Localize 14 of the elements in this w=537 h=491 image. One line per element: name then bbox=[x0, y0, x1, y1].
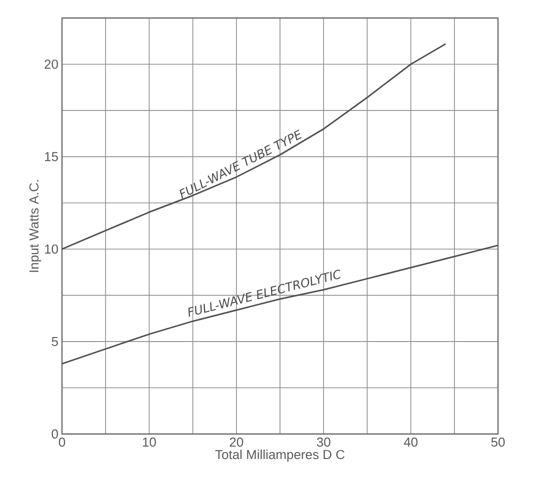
x-tick-label: 50 bbox=[491, 438, 505, 447]
y-tick-label: 5 bbox=[52, 337, 58, 346]
x-tick-label: 10 bbox=[142, 438, 156, 447]
y-tick-label: 10 bbox=[45, 244, 58, 254]
y-tick-label: 15 bbox=[45, 152, 58, 162]
x-tick-label: 20 bbox=[230, 438, 244, 447]
x-tick-label: 0 bbox=[58, 438, 66, 447]
line-series bbox=[62, 43, 446, 250]
y-axis-title: Input Watts A.C. bbox=[29, 180, 42, 272]
x-tick-label: 30 bbox=[316, 438, 330, 447]
x-tick-label: 40 bbox=[404, 438, 418, 447]
y-tick-label: 0 bbox=[52, 429, 58, 439]
x-axis-title: Total Milliamperes D C bbox=[215, 450, 344, 462]
y-tick-label: 20 bbox=[44, 60, 58, 69]
